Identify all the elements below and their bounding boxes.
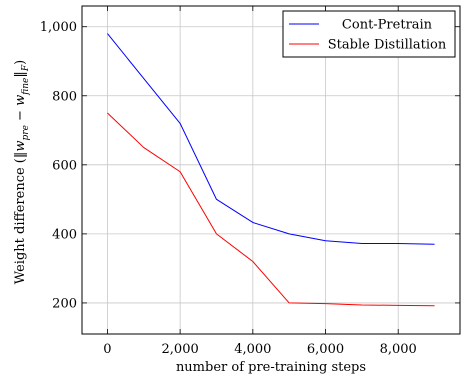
y-axis-title-suffix: )	[13, 60, 28, 65]
y-axis-title-prefix: Weight difference (	[13, 158, 28, 284]
series-line-stable-distillation	[107, 112, 435, 307]
y-axis-title-sub-fine: fine	[21, 78, 31, 96]
legend-label-stable-distillation: Stable Distillation	[328, 38, 447, 53]
y-tick-labels: 200 400 600 800 1,000	[40, 20, 77, 311]
x-tick-labels: 0 2,000 4,000 6,000 8,000	[103, 342, 417, 357]
y-axis-title-norm-close: ‖	[13, 71, 28, 78]
y-axis-title-sub-pre: pre	[21, 125, 31, 140]
y-tick-label: 800	[52, 89, 77, 104]
x-axis-title: number of pre-training steps	[176, 360, 366, 375]
y-tick-label: 1,000	[40, 20, 77, 35]
series-group	[107, 33, 435, 307]
x-tick-label: 2,000	[162, 342, 199, 357]
series-line-cont-pretrain	[107, 33, 435, 245]
plot-frame	[81, 5, 461, 335]
x-tick-label: 8,000	[380, 342, 417, 357]
y-axis-title-sub-f: F	[21, 64, 31, 72]
y-axis-title-math: ‖w	[13, 140, 28, 158]
legend: Cont-Pretrain Stable Distillation	[282, 10, 456, 58]
tick-marks	[82, 6, 460, 334]
x-tick-label: 4,000	[234, 342, 271, 357]
legend-label-cont-pretrain: Cont-Pretrain	[342, 18, 433, 33]
legend-box	[282, 10, 456, 58]
x-tick-label: 0	[103, 342, 111, 357]
x-tick-label: 6,000	[307, 342, 344, 357]
y-axis-title-minus: − w	[13, 95, 28, 125]
y-tick-label: 400	[52, 227, 77, 242]
y-tick-label: 200	[52, 296, 77, 311]
y-axis-title: Weight difference (‖wpre − wfine‖F)	[13, 60, 31, 284]
y-tick-label: 600	[52, 158, 77, 173]
